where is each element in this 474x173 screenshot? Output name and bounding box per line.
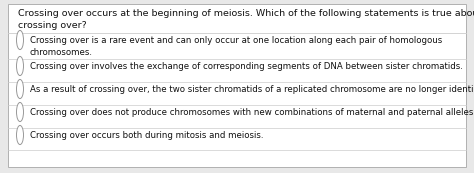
Text: Crossing over involves the exchange of corresponding segments of DNA between sis: Crossing over involves the exchange of c… (30, 62, 463, 71)
FancyBboxPatch shape (8, 4, 466, 167)
Text: Crossing over is a rare event and can only occur at one location along each pair: Crossing over is a rare event and can on… (30, 36, 442, 57)
Text: As a result of crossing over, the two sister chromatids of a replicated chromoso: As a result of crossing over, the two si… (30, 85, 474, 94)
Text: Crossing over occurs at the beginning of meiosis. Which of the following stateme: Crossing over occurs at the beginning of… (18, 9, 474, 30)
Ellipse shape (17, 79, 24, 99)
Ellipse shape (17, 30, 24, 50)
Text: Crossing over occurs both during mitosis and meiosis.: Crossing over occurs both during mitosis… (30, 131, 264, 140)
Ellipse shape (17, 125, 24, 145)
Ellipse shape (17, 56, 24, 76)
Ellipse shape (17, 102, 24, 122)
Text: Crossing over does not produce chromosomes with new combinations of maternal and: Crossing over does not produce chromosom… (30, 108, 474, 117)
